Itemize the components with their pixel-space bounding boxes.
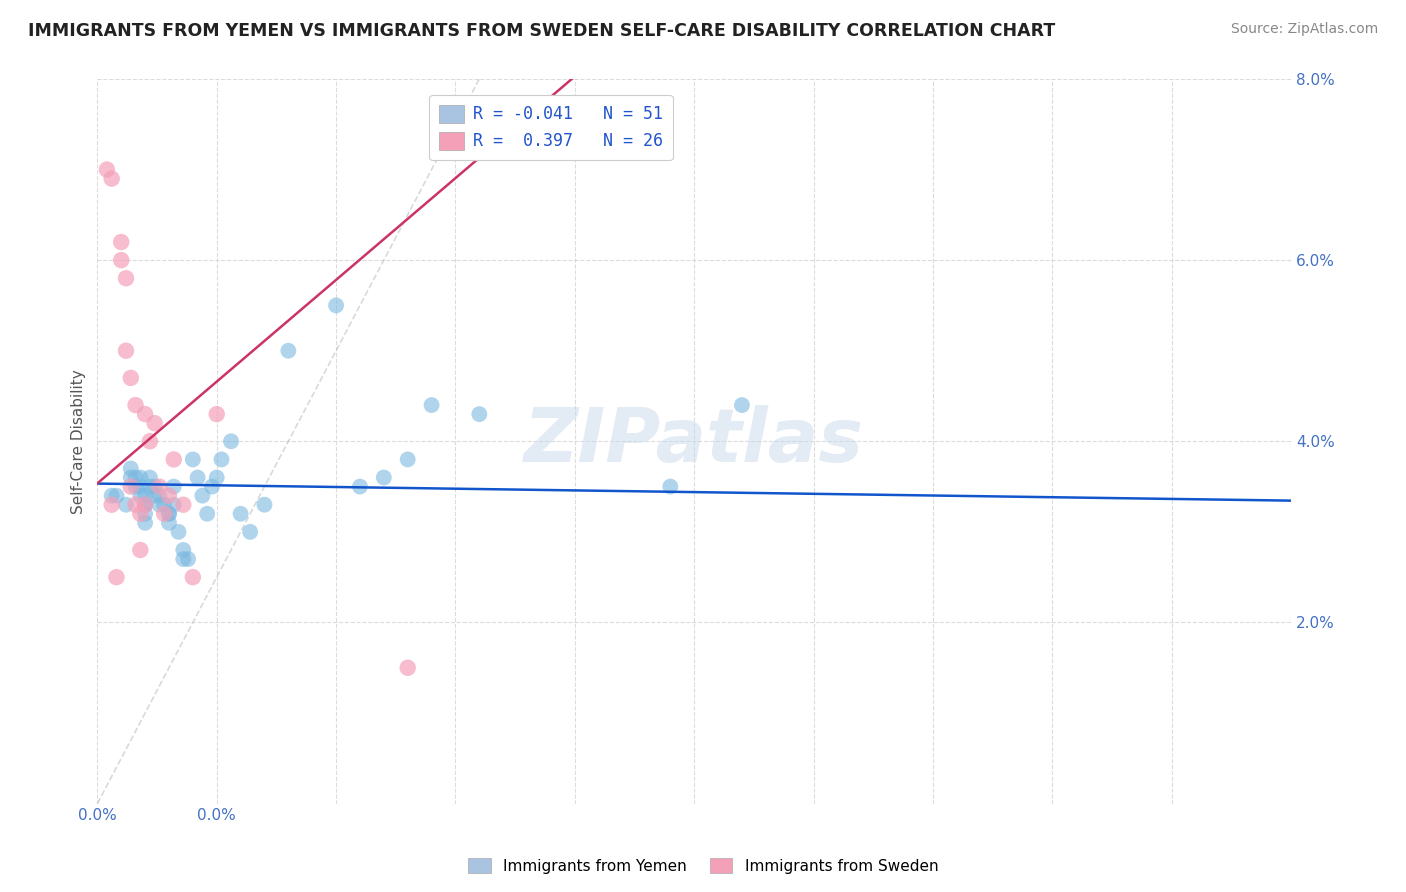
- Point: [139, 480, 162, 494]
- Point: [277, 343, 299, 358]
- Point: [110, 235, 132, 249]
- Point: [373, 470, 395, 484]
- Point: [134, 516, 156, 530]
- Point: [115, 498, 138, 512]
- Point: [172, 498, 194, 512]
- Point: [134, 507, 156, 521]
- Legend: R = -0.041   N = 51, R =  0.397   N = 26: R = -0.041 N = 51, R = 0.397 N = 26: [429, 95, 672, 161]
- Point: [124, 470, 146, 484]
- Point: [100, 489, 122, 503]
- Point: [120, 470, 142, 484]
- Point: [134, 489, 156, 503]
- Point: [129, 507, 152, 521]
- Point: [205, 470, 228, 484]
- Point: [157, 516, 180, 530]
- Point: [177, 552, 200, 566]
- Point: [143, 480, 166, 494]
- Point: [143, 416, 166, 430]
- Point: [153, 507, 176, 521]
- Point: [139, 470, 162, 484]
- Point: [148, 489, 170, 503]
- Text: Source: ZipAtlas.com: Source: ZipAtlas.com: [1230, 22, 1378, 37]
- Point: [187, 470, 209, 484]
- Point: [148, 498, 170, 512]
- Point: [191, 489, 214, 503]
- Point: [253, 498, 276, 512]
- Point: [229, 507, 252, 521]
- Point: [731, 398, 754, 412]
- Point: [349, 480, 371, 494]
- Point: [115, 343, 138, 358]
- Point: [124, 498, 146, 512]
- Point: [420, 398, 443, 412]
- Point: [129, 480, 152, 494]
- Point: [129, 489, 152, 503]
- Point: [396, 452, 419, 467]
- Point: [219, 434, 242, 449]
- Point: [120, 371, 142, 385]
- Point: [124, 480, 146, 494]
- Point: [396, 661, 419, 675]
- Point: [167, 524, 190, 539]
- Point: [96, 162, 118, 177]
- Point: [468, 407, 491, 421]
- Point: [201, 480, 224, 494]
- Point: [148, 480, 170, 494]
- Point: [134, 498, 156, 512]
- Point: [115, 271, 138, 285]
- Point: [163, 452, 186, 467]
- Point: [110, 253, 132, 268]
- Point: [134, 498, 156, 512]
- Point: [100, 171, 122, 186]
- Point: [143, 489, 166, 503]
- Y-axis label: Self-Care Disability: Self-Care Disability: [72, 369, 86, 514]
- Point: [134, 498, 156, 512]
- Point: [157, 507, 180, 521]
- Point: [325, 298, 347, 312]
- Text: ZIPatlas: ZIPatlas: [524, 405, 865, 478]
- Point: [129, 470, 152, 484]
- Point: [659, 480, 682, 494]
- Point: [120, 461, 142, 475]
- Point: [153, 498, 176, 512]
- Point: [100, 498, 122, 512]
- Point: [205, 407, 228, 421]
- Point: [105, 489, 128, 503]
- Point: [124, 398, 146, 412]
- Point: [129, 543, 152, 558]
- Point: [157, 489, 180, 503]
- Point: [163, 480, 186, 494]
- Text: IMMIGRANTS FROM YEMEN VS IMMIGRANTS FROM SWEDEN SELF-CARE DISABILITY CORRELATION: IMMIGRANTS FROM YEMEN VS IMMIGRANTS FROM…: [28, 22, 1056, 40]
- Point: [195, 507, 218, 521]
- Legend: Immigrants from Yemen, Immigrants from Sweden: Immigrants from Yemen, Immigrants from S…: [461, 852, 945, 880]
- Point: [181, 452, 204, 467]
- Point: [172, 543, 194, 558]
- Point: [163, 498, 186, 512]
- Point: [139, 434, 162, 449]
- Point: [172, 552, 194, 566]
- Point: [120, 480, 142, 494]
- Point: [211, 452, 233, 467]
- Point: [239, 524, 262, 539]
- Point: [157, 507, 180, 521]
- Point: [134, 407, 156, 421]
- Point: [181, 570, 204, 584]
- Point: [105, 570, 128, 584]
